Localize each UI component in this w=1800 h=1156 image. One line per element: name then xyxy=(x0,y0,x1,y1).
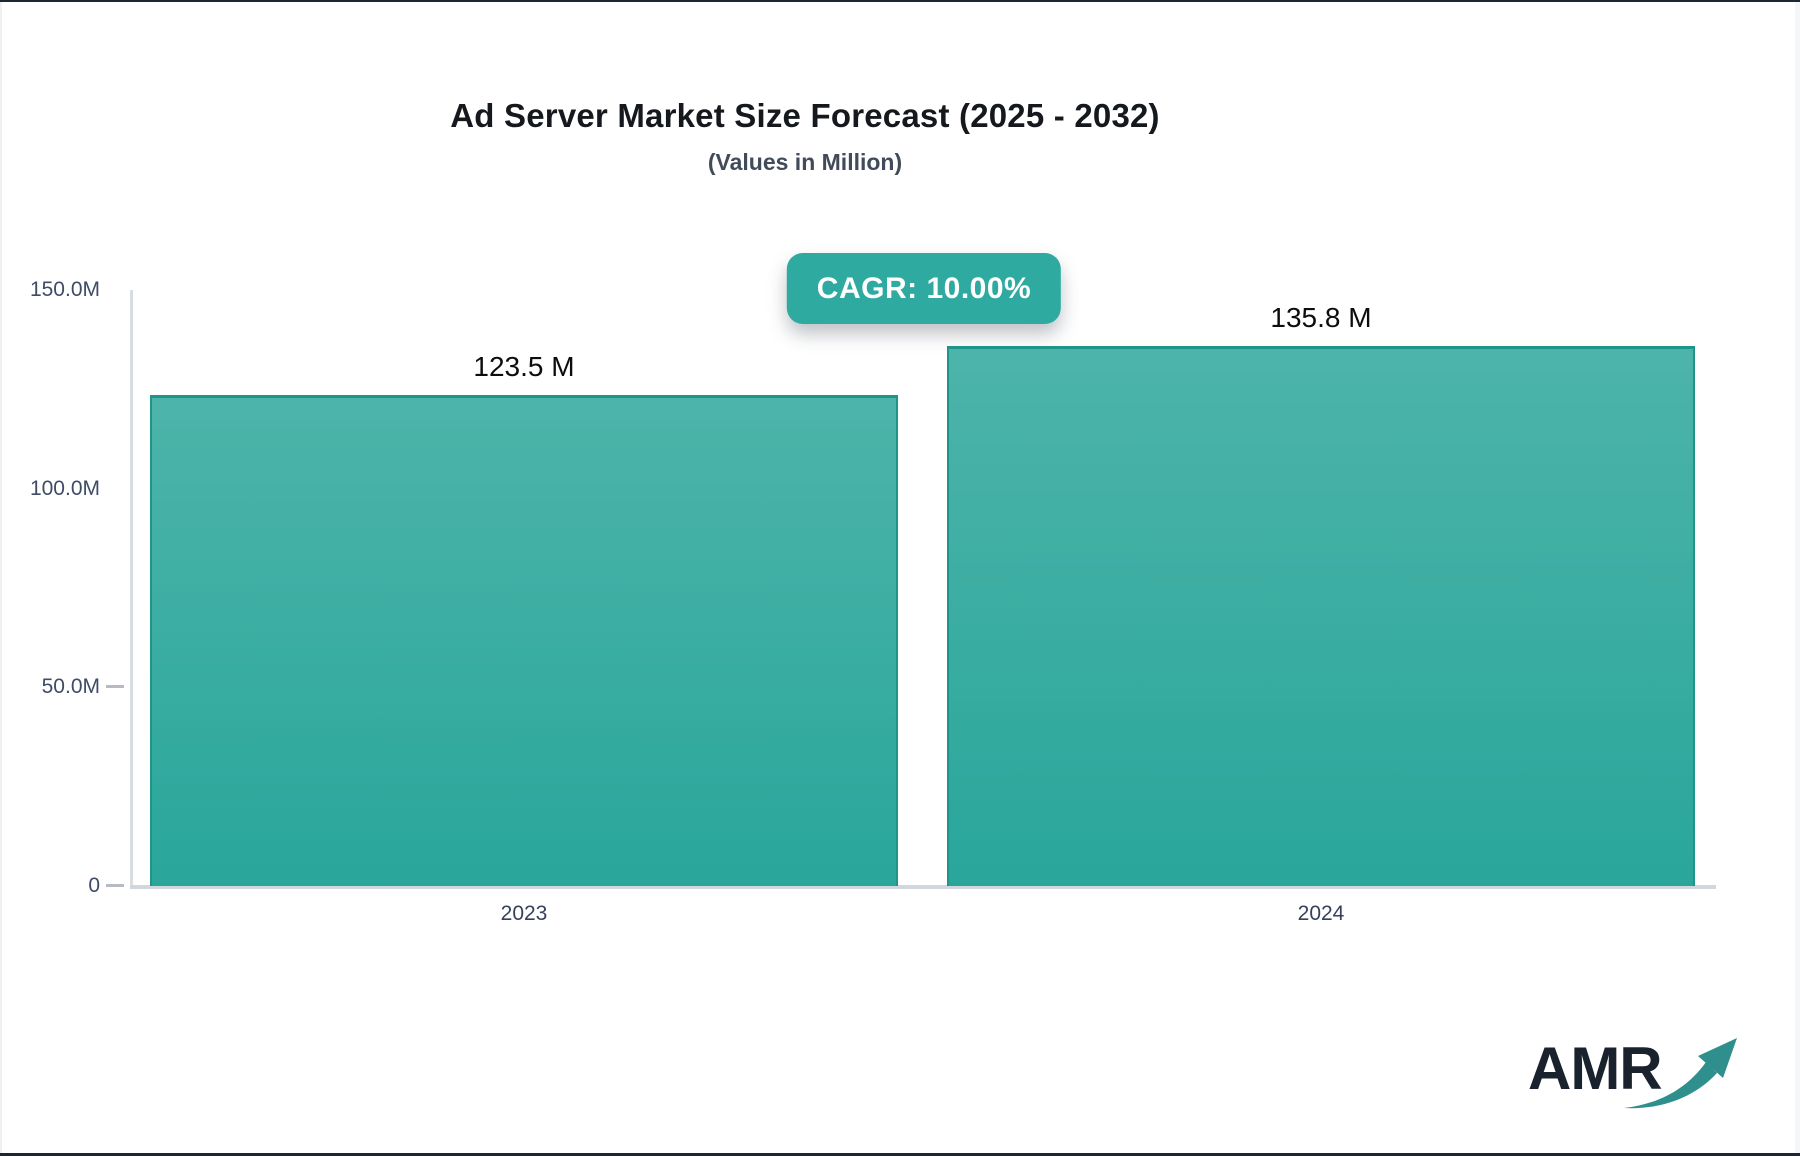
bar-value-label: 123.5 M xyxy=(473,351,575,383)
bar-value-label: 135.8 M xyxy=(1270,302,1372,334)
x-axis-label: 2024 xyxy=(1297,902,1345,925)
bar-2023 xyxy=(150,395,898,886)
window-border-right xyxy=(1795,2,1800,1153)
y-axis-label: 100.0M xyxy=(29,476,100,500)
x-axis-label: 2023 xyxy=(500,902,548,925)
cagr-badge: CAGR: 10.00% xyxy=(786,253,1062,324)
growth-arrow-icon xyxy=(1624,1038,1737,1109)
chart-title: Ad Server Market Size Forecast (2025 - 2… xyxy=(450,97,1160,134)
x-axis-line xyxy=(130,885,1716,889)
y-axis-label: 0 xyxy=(88,874,100,897)
amr-logo-text: AMR xyxy=(1528,1035,1663,1102)
y-axis-line xyxy=(130,290,133,886)
amr-logo: AMR xyxy=(1528,1028,1737,1118)
window-border-left xyxy=(0,2,2,1153)
bar-2024 xyxy=(947,346,1695,886)
y-axis-label: 50.0M xyxy=(41,675,100,699)
chart-subtitle: (Values in Million) xyxy=(707,149,903,175)
y-axis-tick xyxy=(106,884,124,887)
y-axis-label: 150.0M xyxy=(29,278,100,301)
window-border-top xyxy=(0,0,1800,2)
y-axis-tick xyxy=(106,685,124,689)
window-border-bottom xyxy=(0,1153,1800,1156)
